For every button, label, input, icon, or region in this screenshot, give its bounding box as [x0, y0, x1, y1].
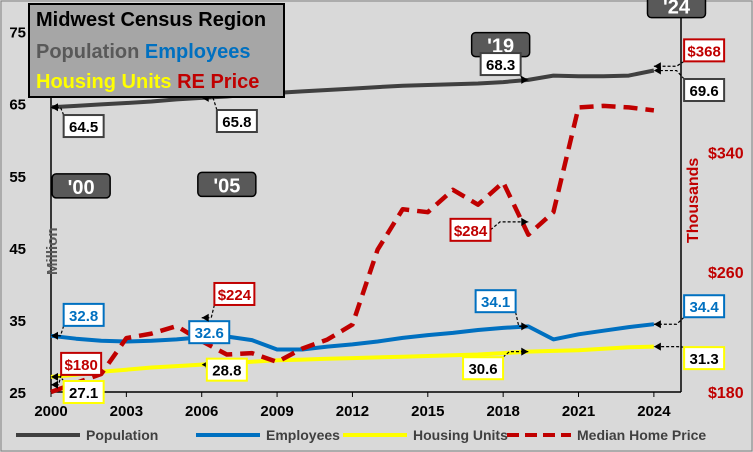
year-tag-label: '24	[663, 0, 691, 19]
axes: 2000 2003 2006 2009 2012 2015 2018 2021 2024 25 35…	[9, 25, 743, 420]
x-tick-label: 2003	[110, 403, 143, 420]
x-tick-label: 2009	[260, 403, 293, 420]
series-lines	[50, 68, 655, 395]
year-tag-label: '05	[213, 175, 240, 197]
right-tick-label: $180	[708, 385, 744, 402]
annotation-label: 32.8	[69, 308, 98, 325]
annotation-box	[62, 380, 105, 404]
title-box: Midwest Census Region Population Employee…	[28, 3, 285, 98]
x-tick-label: 2018	[486, 403, 519, 420]
annotation-box	[683, 38, 726, 63]
annotation-arrowhead	[521, 217, 529, 226]
annotation-box	[215, 108, 258, 133]
annotation-arrowhead	[51, 331, 58, 340]
annotation-arrowhead	[201, 313, 209, 322]
annotation-box	[205, 357, 248, 382]
annotation-label: 34.1	[481, 294, 510, 311]
title-legend-line-2: Housing Units RE Price	[36, 71, 259, 93]
annotation-label: $368	[687, 43, 720, 60]
annotation-label: $284	[454, 223, 488, 240]
left-tick-label: 65	[9, 97, 26, 114]
annotation-box	[479, 52, 522, 77]
annotation-box	[188, 320, 231, 345]
annotation-box	[449, 217, 492, 242]
annotation-arrowhead	[51, 372, 58, 381]
left-tick-label: 45	[9, 241, 26, 258]
legend-label: Housing Units	[413, 427, 508, 443]
annotation-arrowhead	[521, 347, 529, 356]
annotation-connector	[653, 60, 685, 67]
annotation-box	[62, 302, 105, 327]
left-tick-label: 35	[9, 313, 26, 330]
annotation-connector	[653, 316, 685, 325]
year-tag-box	[51, 173, 111, 199]
annotation-arrowhead	[521, 322, 529, 331]
annotation-connector	[653, 345, 685, 348]
annotation-box	[62, 114, 105, 139]
x-tick-label: 2024	[637, 403, 671, 420]
annotation-label: 30.6	[468, 361, 497, 378]
annotation-label: $180	[64, 357, 97, 374]
right-tick-label: $260	[708, 265, 744, 282]
year-tag-box	[197, 171, 257, 198]
left-tick-label: 55	[9, 169, 26, 186]
annotation-label: 28.8	[212, 363, 241, 380]
annotation-label: 32.6	[195, 325, 224, 342]
title-legend-item: Employees	[139, 41, 250, 63]
annotation-label: 69.6	[690, 83, 719, 100]
annotation-arrowhead	[653, 320, 661, 329]
annotation-label: 27.1	[69, 385, 98, 402]
annotation-box	[462, 356, 505, 381]
title-legend-item: Population	[36, 41, 139, 63]
right-tick-label: $340	[708, 145, 744, 162]
left-tick-label: 25	[9, 385, 26, 402]
legend-label: Employees	[266, 427, 340, 443]
annotation-box	[683, 78, 726, 103]
legend-label: Median Home Price	[577, 427, 706, 443]
series-line-housing-units	[50, 344, 654, 379]
year-tag-box	[646, 0, 707, 19]
left-tick-label: 75	[9, 25, 26, 42]
annotation-label: 65.8	[222, 114, 251, 131]
annotation-box	[683, 294, 726, 319]
annotation-arrowhead	[51, 103, 58, 112]
x-tick-label: 2021	[562, 403, 595, 420]
annotation-arrowhead	[653, 62, 661, 71]
chart-title: Midwest Census Region	[36, 9, 266, 31]
right-axis-label: Thousands	[685, 158, 702, 243]
x-tick-label: 2000	[34, 403, 67, 420]
left-axis-label: Million	[44, 228, 61, 276]
annotation-label: $224	[218, 287, 252, 304]
annotation-arrowhead	[51, 380, 58, 389]
annotation-label: 64.5	[69, 119, 98, 136]
annotation-box	[213, 281, 256, 306]
x-tick-label: 2015	[411, 403, 444, 420]
year-tag-label: '00	[68, 177, 95, 199]
x-tick-label: 2012	[336, 403, 369, 420]
series-line-median-home-price	[50, 103, 655, 395]
annotation-arrowhead	[521, 75, 529, 84]
x-tick-label: 2006	[185, 403, 218, 420]
title-legend-item: Housing Units	[36, 71, 172, 93]
legend: Population Employees Housing Units Median H…	[16, 427, 706, 443]
annotation-box	[474, 289, 517, 314]
annotation-arrowhead	[653, 342, 661, 351]
annotation-label: 34.4	[690, 299, 720, 316]
title-box-frame	[28, 3, 285, 98]
annotation-label: 68.3	[486, 57, 515, 74]
annotation-label: 31.3	[690, 351, 719, 368]
title-legend-item: RE Price	[172, 71, 260, 93]
annotation-connector	[653, 69, 685, 80]
annotation-connector	[490, 221, 529, 231]
annotation-box	[60, 351, 103, 376]
annotation-box	[683, 346, 726, 371]
legend-label: Population	[86, 427, 158, 443]
series-line-employees	[50, 322, 655, 352]
series-line-population	[50, 68, 655, 110]
annotation-connector	[51, 106, 65, 116]
title-legend-line-1: Population Employees	[36, 41, 251, 63]
